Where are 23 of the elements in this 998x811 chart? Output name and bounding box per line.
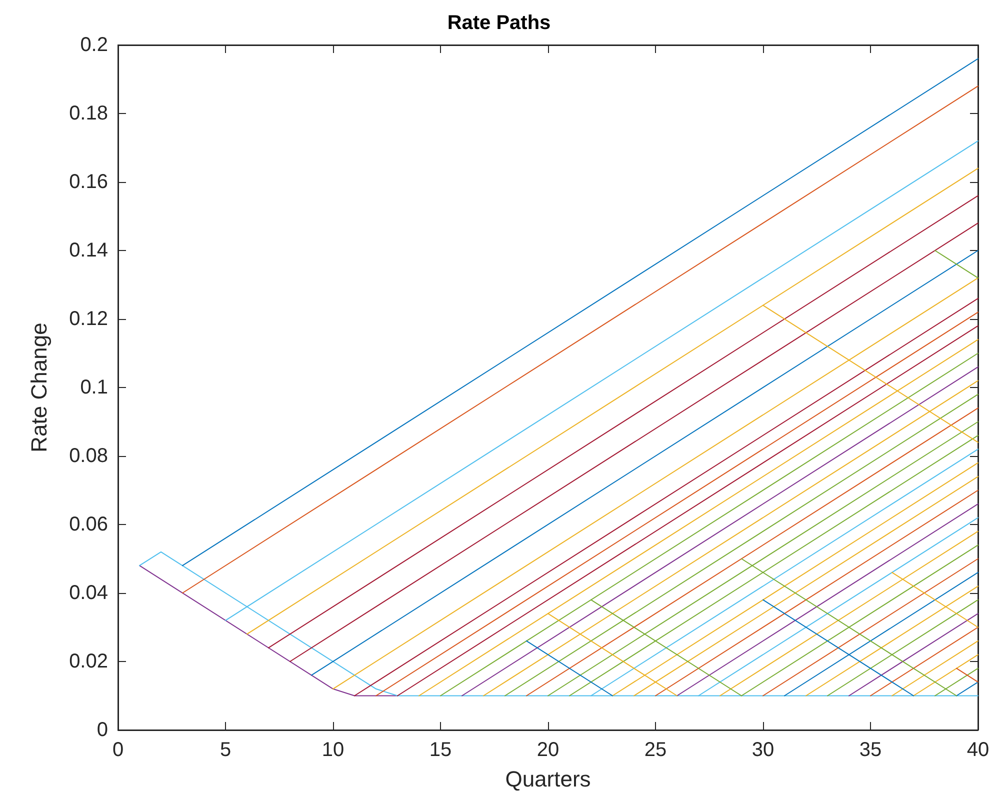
chart-title: Rate Paths — [447, 12, 551, 34]
x-tick-label: 0 — [112, 739, 124, 761]
y-tick-label: 0.2 — [80, 34, 108, 56]
y-tick-label: 0.16 — [69, 171, 108, 193]
x-tick-label: 15 — [429, 739, 452, 761]
y-tick-label: 0.14 — [69, 240, 108, 262]
y-tick-label: 0.18 — [69, 102, 108, 124]
x-tick-label: 30 — [752, 739, 774, 761]
y-tick-label: 0.08 — [69, 445, 108, 467]
y-axis-title: Rate Change — [26, 322, 52, 452]
y-tick-label: 0.12 — [69, 308, 108, 330]
x-tick-label: 5 — [220, 739, 232, 761]
x-tick-label: 20 — [536, 739, 560, 761]
y-tick-label: 0.04 — [69, 582, 108, 604]
y-tick-label: 0.06 — [69, 514, 108, 536]
y-tick-label: 0.02 — [69, 650, 108, 672]
x-tick-label: 40 — [966, 739, 990, 761]
y-tick-label: 0.1 — [80, 376, 108, 398]
x-tick-label: 10 — [322, 739, 344, 761]
x-tick-label: 35 — [859, 739, 882, 761]
y-tick-label: 0 — [96, 719, 108, 741]
x-axis-title: Quarters — [505, 766, 591, 792]
x-tick-label: 25 — [644, 739, 667, 761]
